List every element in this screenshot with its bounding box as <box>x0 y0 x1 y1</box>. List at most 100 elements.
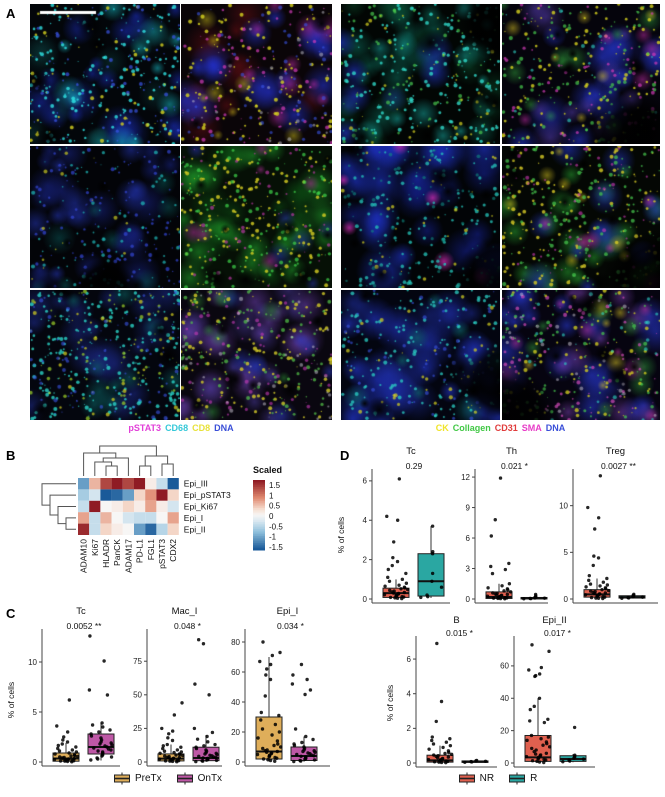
marker-label-cd68: CD68 <box>165 423 189 433</box>
d-ylabel-top: % of cells <box>336 517 346 553</box>
heatmap-cell <box>167 489 179 501</box>
svg-text:6: 6 <box>363 477 368 486</box>
heatmap-cell <box>122 478 134 490</box>
panel-c-label: C <box>6 606 16 621</box>
heatmap-cell <box>167 478 179 490</box>
marker-label-ck: CK <box>435 423 449 433</box>
svg-text:0: 0 <box>236 758 241 767</box>
boxplot-subplot-Epi_II: 0 20 40 60 Epi_II 0.017 * <box>500 615 595 768</box>
marker-label-cd31: CD31 <box>494 423 518 433</box>
tile-left-r3c2 <box>181 290 332 420</box>
svg-text:0.5: 0.5 <box>269 502 281 511</box>
svg-text:80: 80 <box>231 638 240 647</box>
heatmap-cell <box>134 489 146 501</box>
box-group-2 <box>192 638 220 764</box>
panel-d-label: D <box>340 448 350 463</box>
nr-label: NR <box>479 773 495 784</box>
svg-text:12: 12 <box>461 473 470 482</box>
svg-text:0.29: 0.29 <box>406 461 423 471</box>
heatmap-cell <box>145 512 157 524</box>
svg-text:CDX2: CDX2 <box>168 539 178 562</box>
box-group-1 <box>52 698 80 764</box>
box-group-2 <box>520 592 548 601</box>
heatmap-cell <box>167 500 179 513</box>
svg-text:60: 60 <box>231 668 240 677</box>
heatmap-cell <box>111 489 123 501</box>
svg-text:PD-L1: PD-L1 <box>135 539 145 563</box>
pretx-ontx-boxplots: 0 5 10 Tc 0.0052 ** 0 25 50 75 Mac_I 0.048 * 0 20 40 6… <box>6 606 330 767</box>
tile-left-r3c1 <box>30 290 180 420</box>
heatmap-cell <box>100 500 112 513</box>
boxplot-subplot-Tc: 0 2 4 6 Tc 0.29 <box>363 446 450 604</box>
tile-right-r3c2 <box>502 290 660 420</box>
heatmap-cell <box>122 489 134 501</box>
box-group-1 <box>583 474 611 601</box>
svg-text:Epi_I: Epi_I <box>277 606 299 617</box>
r-boxplot-icon <box>509 772 526 785</box>
boxplot-subplot-Th: 0 3 6 9 12 Th 0.021 * <box>461 446 548 604</box>
jitter-points <box>382 477 410 601</box>
heatmap-col-labels: ADAM10 Ki67 HLADR PanCK ADAM17 PD-L1 FGL1 pSTAT… <box>79 539 179 573</box>
svg-text:Epi_pSTAT3: Epi_pSTAT3 <box>184 490 231 500</box>
marker-label-collagen: Collagen <box>452 423 491 433</box>
r-label: R <box>530 773 538 784</box>
svg-text:0.034 *: 0.034 * <box>277 621 305 631</box>
jitter-points <box>524 643 552 765</box>
svg-text:6: 6 <box>466 534 471 543</box>
boxplot-subplot-Treg: 0 5 10 Treg 0.0027 ** <box>559 446 658 604</box>
pretx-boxplot-icon <box>113 772 130 785</box>
jitter-points <box>192 638 219 764</box>
heatmap-cell <box>78 523 90 535</box>
svg-text:-1.5: -1.5 <box>269 543 283 552</box>
heatmap-cell <box>100 523 112 535</box>
jitter-points <box>426 641 454 765</box>
tile-left-r2c2 <box>181 146 332 288</box>
svg-text:0: 0 <box>138 758 143 767</box>
svg-text:5: 5 <box>564 548 569 557</box>
svg-text:Epi_II: Epi_II <box>184 524 206 534</box>
heatmap-cell <box>78 500 90 513</box>
jitter-points <box>463 758 488 765</box>
box-group-1 <box>157 701 185 764</box>
nr-r-legend: NR R <box>330 772 665 785</box>
heatmap-cell <box>156 523 168 535</box>
svg-text:0: 0 <box>505 759 510 768</box>
heatmap-cell <box>167 523 179 535</box>
legend-item-pretx: PreTx <box>113 772 162 785</box>
svg-text:Epi_III: Epi_III <box>184 479 208 489</box>
svg-text:10: 10 <box>559 501 568 510</box>
heatmap-cell <box>111 478 123 490</box>
marker-label-pstat3: pSTAT3 <box>128 423 162 433</box>
jitter-points <box>87 634 114 762</box>
box-group-2 <box>87 634 115 762</box>
heatmap-cell <box>89 489 101 501</box>
svg-text:0: 0 <box>407 759 412 768</box>
svg-text:1.5: 1.5 <box>269 481 281 490</box>
jitter-points <box>583 474 611 601</box>
tile-right-r3c1 <box>341 290 500 420</box>
d-ylabel-bottom: % of cells <box>385 685 395 721</box>
tile-right-r2c2 <box>502 146 660 288</box>
heatmap-cell <box>111 500 123 513</box>
svg-text:2: 2 <box>407 724 412 733</box>
box-group-2 <box>559 725 587 764</box>
marker-label-sma: SMA <box>521 423 542 433</box>
marker-label-dna: DNA <box>214 423 234 433</box>
svg-text:4: 4 <box>407 690 412 699</box>
heatmap-cell <box>89 500 101 513</box>
svg-text:3: 3 <box>466 564 471 573</box>
heatmap-colorbar: Scaled 1.51 0.50-0.5 -1-1.5 <box>253 465 283 552</box>
marker-label-cd8: CD8 <box>192 423 211 433</box>
svg-text:-1: -1 <box>269 533 277 542</box>
svg-text:40: 40 <box>231 698 240 707</box>
box-group-1 <box>382 477 410 601</box>
svg-text:Ki67: Ki67 <box>90 539 100 556</box>
heatmap-cell <box>134 478 146 490</box>
heatmap-cell <box>134 523 146 535</box>
tile-left-r2c1 <box>30 146 180 288</box>
box-group-1 <box>485 476 513 601</box>
box-group-1 <box>426 641 454 765</box>
heatmap-cell <box>145 478 157 490</box>
heatmap-cell <box>167 512 179 524</box>
